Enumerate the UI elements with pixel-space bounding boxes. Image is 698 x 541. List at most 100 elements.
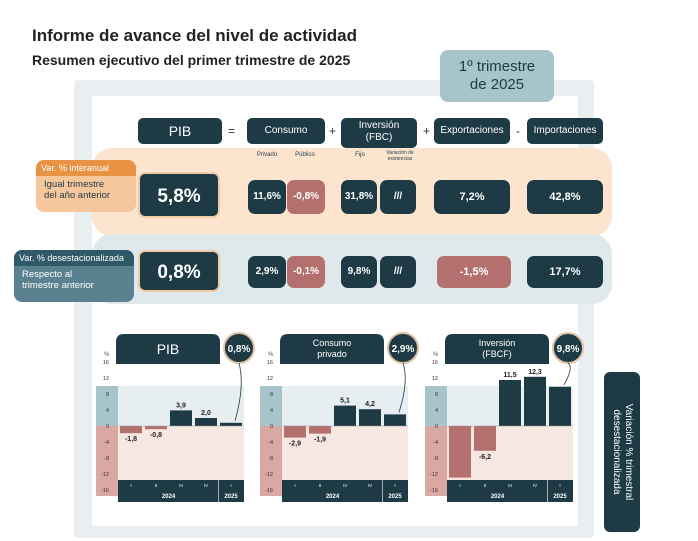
bar-label-1: -2,9 [289, 441, 301, 448]
bar-2 [145, 426, 167, 430]
value-importaciones-interanual: 42,8% [527, 180, 603, 214]
badge-connector [234, 362, 242, 421]
y-tick-label: 8 [270, 392, 273, 398]
badge-connector [563, 362, 571, 385]
y-tick-label: -16 [265, 488, 273, 494]
bar-label-3: 11,5 [503, 372, 516, 379]
bar-3 [334, 405, 356, 426]
y-tick-label: 12 [267, 376, 273, 382]
side-label-line1: Variación % trimestral [623, 403, 634, 501]
x-tick-label: II [155, 483, 158, 488]
y-tick-label: -12 [265, 472, 273, 478]
axis-positive-strip [96, 386, 118, 426]
y-tick-label: 4 [106, 408, 109, 414]
sublabel-fijo: Fijo [355, 152, 365, 158]
inversion-line1: Inversión [358, 120, 400, 131]
chart-title-line1: Inversión [479, 338, 516, 348]
y-tick-label: -16 [430, 488, 438, 494]
bar-label-2: -1,9 [314, 437, 326, 444]
header-consumo: Consumo [247, 118, 325, 144]
y-tick-label: 4 [435, 408, 438, 414]
y-tick-label: 12 [103, 376, 109, 382]
bar-label-4: 2,0 [201, 410, 211, 417]
y-tick-label: 4 [270, 408, 273, 414]
y-tick-label: -12 [430, 472, 438, 478]
label-desest-line1: Respecto al [22, 269, 73, 280]
year-label-2025: 2025 [388, 494, 402, 500]
axis-negative-strip [425, 426, 447, 496]
bar-4 [359, 409, 381, 426]
bar-5 [220, 422, 242, 426]
chart-3: Inversión(FBCF)%1612840-4-8-12-16-12,9-6… [425, 332, 584, 502]
x-tick-label: III [343, 483, 347, 488]
inversion-line2: (FBC) [365, 132, 393, 143]
bar-1 [449, 426, 471, 478]
bar-label-2: -6,2 [479, 454, 491, 461]
page-title: Informe de avance del nivel de actividad [32, 26, 358, 45]
bar-1 [120, 426, 142, 434]
chart-title-line1: Consumo [313, 338, 352, 348]
sublabel-publico: Público [295, 152, 315, 158]
chart-header [445, 334, 549, 364]
operator-minus: - [516, 124, 520, 138]
label-interanual-title: Var. % interanual [36, 160, 136, 176]
y-tick-label: 16 [267, 360, 273, 366]
value-importaciones-desest: 17,7% [527, 256, 603, 288]
x-tick-label: I [459, 483, 460, 488]
x-tick-label: I [294, 483, 295, 488]
page-subtitle: Resumen ejecutivo del primer trimestre d… [32, 52, 351, 68]
y-tick-label: 0 [270, 424, 273, 430]
value-exportaciones-desest: -1,5% [437, 256, 511, 288]
label-desest-title: Var. % desestacionalizada [14, 250, 134, 266]
chart-title-line2: privado [317, 349, 347, 359]
bar-4 [524, 376, 546, 426]
bar-label-3: 5,1 [340, 398, 350, 405]
bar-5 [549, 386, 571, 426]
operator-equals: = [228, 124, 236, 138]
year-label-2025: 2025 [553, 494, 567, 500]
x-tick-label: IV [368, 483, 372, 488]
y-tick-label: -16 [101, 488, 109, 494]
sublabel-privado: Privado [256, 152, 278, 158]
badge-value: 2,9% [392, 344, 415, 355]
bar-4 [195, 418, 217, 426]
y-tick-label: 12 [432, 376, 438, 382]
badge-value: 9,8% [557, 344, 580, 355]
y-tick-label: -4 [433, 440, 438, 446]
side-label-line2: desestacionalizada [611, 409, 622, 495]
bar-2 [309, 426, 331, 434]
value-privado-interanual: 11,6% [248, 180, 286, 214]
header-importaciones: Importaciones [527, 118, 603, 144]
x-tick-label: III [179, 483, 183, 488]
x-axis-band [118, 480, 244, 502]
bar-1 [284, 426, 306, 438]
x-tick-label: I [130, 483, 131, 488]
y-unit-label: % [433, 352, 439, 358]
bar-label-1: -1,8 [125, 436, 137, 443]
y-tick-label: -8 [268, 456, 273, 462]
y-tick-label: -12 [101, 472, 109, 478]
year-label-2024: 2024 [491, 494, 505, 500]
bar-label-4: 4,2 [365, 401, 375, 408]
y-tick-label: 0 [106, 424, 109, 430]
y-unit-label: % [268, 352, 274, 358]
label-desest-line2: trimestre anterior [22, 280, 94, 291]
y-tick-label: 16 [103, 360, 109, 366]
badge-value: 0,8% [228, 344, 251, 355]
bar-2 [474, 426, 496, 451]
value-fijo-interanual: 31,8% [341, 180, 377, 214]
y-tick-label: 16 [432, 360, 438, 366]
header-exportaciones: Exportaciones [434, 118, 510, 144]
label-interanual-line1: Igual trimestre [44, 179, 105, 190]
bar-3 [499, 380, 521, 426]
year-label-2025: 2025 [224, 494, 238, 500]
value-publico-desest: -0,1% [287, 256, 325, 288]
year-label-2024: 2024 [162, 494, 176, 500]
quarter-line2: de 2025 [469, 76, 525, 93]
chart-header [116, 334, 220, 364]
value-variacion-interanual: /// [380, 180, 416, 214]
value-exportaciones-interanual: 7,2% [434, 180, 510, 214]
axis-negative-strip [96, 426, 118, 496]
